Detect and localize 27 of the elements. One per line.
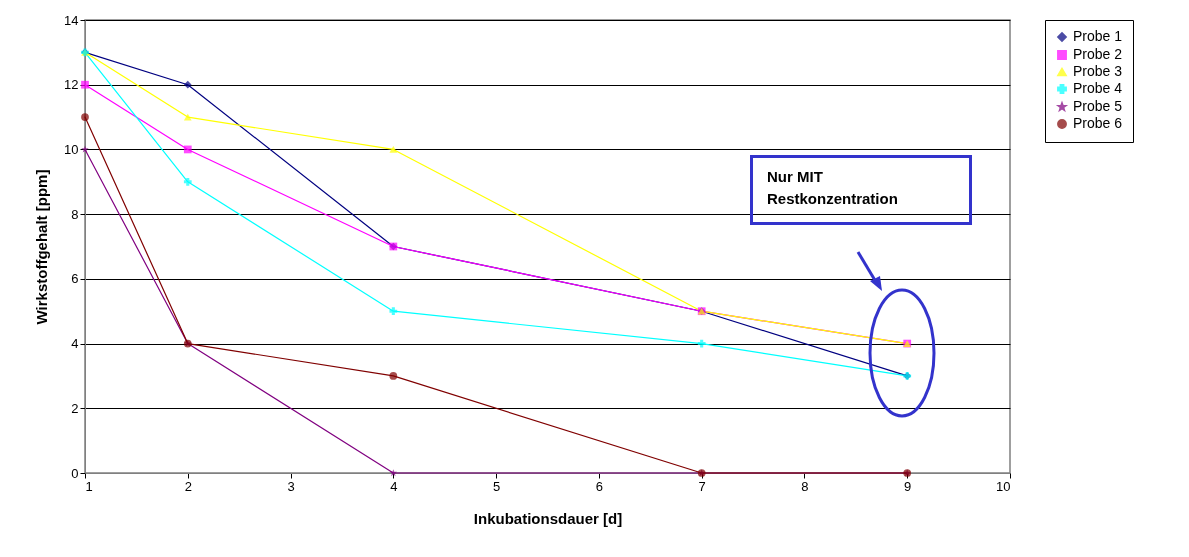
legend-label: Probe 6 bbox=[1073, 115, 1123, 131]
y-tick-label: 4 bbox=[71, 336, 79, 352]
y-tick-label: 6 bbox=[71, 271, 79, 287]
x-tick-label: 1 bbox=[85, 478, 93, 494]
x-tick-label: 10 bbox=[996, 478, 1011, 494]
x-tick-label: 3 bbox=[287, 478, 295, 494]
legend-label: Probe 5 bbox=[1073, 98, 1123, 114]
y-tick-label: 12 bbox=[64, 77, 79, 93]
legend-label: Probe 4 bbox=[1073, 80, 1123, 96]
legend-label: Probe 1 bbox=[1073, 28, 1123, 44]
y-tick-label: 0 bbox=[71, 465, 79, 481]
y-tick-label: 2 bbox=[71, 400, 79, 416]
y-axis-title: Wirkstoffgehalt [ppm] bbox=[33, 169, 51, 325]
x-tick-label: 5 bbox=[492, 478, 501, 494]
x-axis-title: Inkubationsdauer [d] bbox=[473, 509, 623, 527]
y-tick-label: 14 bbox=[64, 12, 79, 28]
x-tick-label: 4 bbox=[390, 478, 398, 494]
y-tick-label: 8 bbox=[71, 206, 79, 222]
x-tick-label: 8 bbox=[801, 478, 809, 494]
x-tick-label: 9 bbox=[904, 478, 912, 494]
y-tick-label: 10 bbox=[64, 141, 79, 157]
annotation: Nur MIT Restkonzentration bbox=[767, 167, 899, 209]
legend-label: Probe 2 bbox=[1073, 46, 1123, 62]
x-tick-label: 2 bbox=[184, 478, 192, 494]
legend-label: Probe 3 bbox=[1073, 63, 1123, 79]
x-tick-label: 6 bbox=[595, 478, 604, 494]
x-tick-label: 7 bbox=[698, 478, 706, 494]
